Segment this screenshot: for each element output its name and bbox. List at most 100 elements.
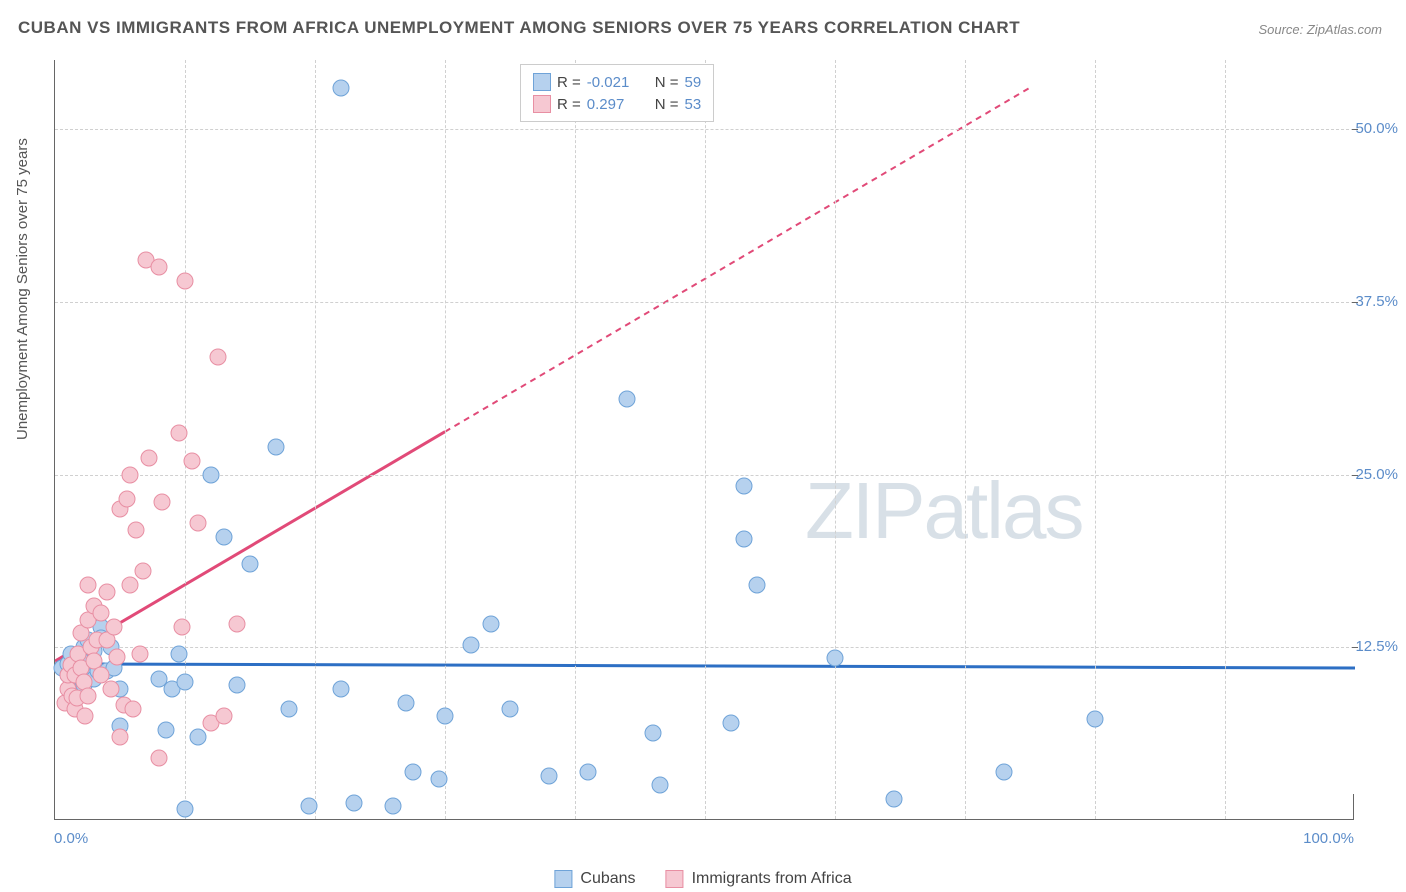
gridline-v	[965, 60, 966, 819]
data-point	[580, 763, 597, 780]
y-tick-label: 25.0%	[1355, 466, 1398, 483]
data-point	[76, 708, 93, 725]
n-label: N =	[655, 96, 679, 113]
stats-legend-row: R = 0.297 N = 53	[533, 93, 701, 115]
gridline-v	[575, 60, 576, 819]
r-label: R =	[557, 74, 581, 91]
legend-item-africa: Immigrants from Africa	[666, 870, 852, 888]
data-point	[177, 273, 194, 290]
right-axis-stub	[1353, 794, 1354, 819]
data-point	[170, 646, 187, 663]
data-point	[645, 724, 662, 741]
tick-mark	[1352, 302, 1358, 303]
n-value: 59	[685, 74, 702, 91]
watermark: ZIPatlas	[805, 465, 1082, 557]
data-point	[541, 767, 558, 784]
data-point	[190, 514, 207, 531]
y-axis-label: Unemployment Among Seniors over 75 years	[14, 138, 31, 440]
data-point	[827, 650, 844, 667]
square-icon	[666, 870, 684, 888]
data-point	[170, 425, 187, 442]
data-point	[79, 577, 96, 594]
data-point	[127, 521, 144, 538]
gridline-v	[835, 60, 836, 819]
data-point	[151, 749, 168, 766]
r-value: -0.021	[587, 74, 641, 91]
data-point	[216, 708, 233, 725]
data-point	[190, 729, 207, 746]
data-point	[203, 466, 220, 483]
chart-plot-area: ZIPatlas	[54, 60, 1354, 820]
data-point	[502, 701, 519, 718]
data-point	[125, 701, 142, 718]
data-point	[229, 615, 246, 632]
data-point	[157, 722, 174, 739]
data-point	[118, 491, 135, 508]
data-point	[122, 466, 139, 483]
data-point	[404, 763, 421, 780]
stats-legend-row: R = -0.021 N = 59	[533, 71, 701, 93]
r-label: R =	[557, 96, 581, 113]
data-point	[174, 618, 191, 635]
y-tick-label: 50.0%	[1355, 120, 1398, 137]
data-point	[229, 676, 246, 693]
data-point	[242, 556, 259, 573]
data-point	[177, 673, 194, 690]
data-point	[140, 449, 157, 466]
y-tick-label: 12.5%	[1355, 638, 1398, 655]
data-point	[749, 577, 766, 594]
data-point	[333, 680, 350, 697]
n-value: 53	[685, 96, 702, 113]
y-tick-label: 37.5%	[1355, 293, 1398, 310]
data-point	[430, 770, 447, 787]
x-tick-label: 0.0%	[54, 830, 88, 847]
data-point	[109, 648, 126, 665]
data-point	[346, 795, 363, 812]
gridline-v	[445, 60, 446, 819]
gridline-v	[1225, 60, 1226, 819]
data-point	[112, 729, 129, 746]
series-legend: Cubans Immigrants from Africa	[554, 870, 851, 888]
watermark-zip: ZIP	[805, 466, 923, 555]
data-point	[105, 618, 122, 635]
data-point	[177, 800, 194, 817]
data-point	[463, 636, 480, 653]
source-label: Source: ZipAtlas.com	[1258, 22, 1382, 37]
square-icon	[533, 95, 551, 113]
data-point	[385, 798, 402, 815]
data-point	[996, 763, 1013, 780]
data-point	[300, 798, 317, 815]
data-point	[153, 494, 170, 511]
data-point	[183, 452, 200, 469]
data-point	[151, 259, 168, 276]
data-point	[102, 680, 119, 697]
gridline-v	[1095, 60, 1096, 819]
square-icon	[554, 870, 572, 888]
legend-label-cubans: Cubans	[580, 870, 635, 888]
data-point	[79, 687, 96, 704]
r-value: 0.297	[587, 96, 641, 113]
data-point	[99, 584, 116, 601]
gridline-v	[705, 60, 706, 819]
square-icon	[533, 73, 551, 91]
data-point	[736, 477, 753, 494]
data-point	[723, 715, 740, 732]
data-point	[209, 349, 226, 366]
data-point	[281, 701, 298, 718]
legend-item-cubans: Cubans	[554, 870, 635, 888]
data-point	[619, 390, 636, 407]
data-point	[398, 694, 415, 711]
data-point	[122, 577, 139, 594]
gridline-v	[315, 60, 316, 819]
stats-legend: R = -0.021 N = 59 R = 0.297 N = 53	[520, 64, 714, 122]
tick-mark	[1352, 475, 1358, 476]
n-label: N =	[655, 74, 679, 91]
chart-title: CUBAN VS IMMIGRANTS FROM AFRICA UNEMPLOY…	[18, 18, 1020, 38]
data-point	[736, 531, 753, 548]
data-point	[216, 528, 233, 545]
data-point	[92, 604, 109, 621]
data-point	[482, 615, 499, 632]
trend-line	[445, 88, 1030, 432]
data-point	[1087, 711, 1104, 728]
data-point	[268, 438, 285, 455]
